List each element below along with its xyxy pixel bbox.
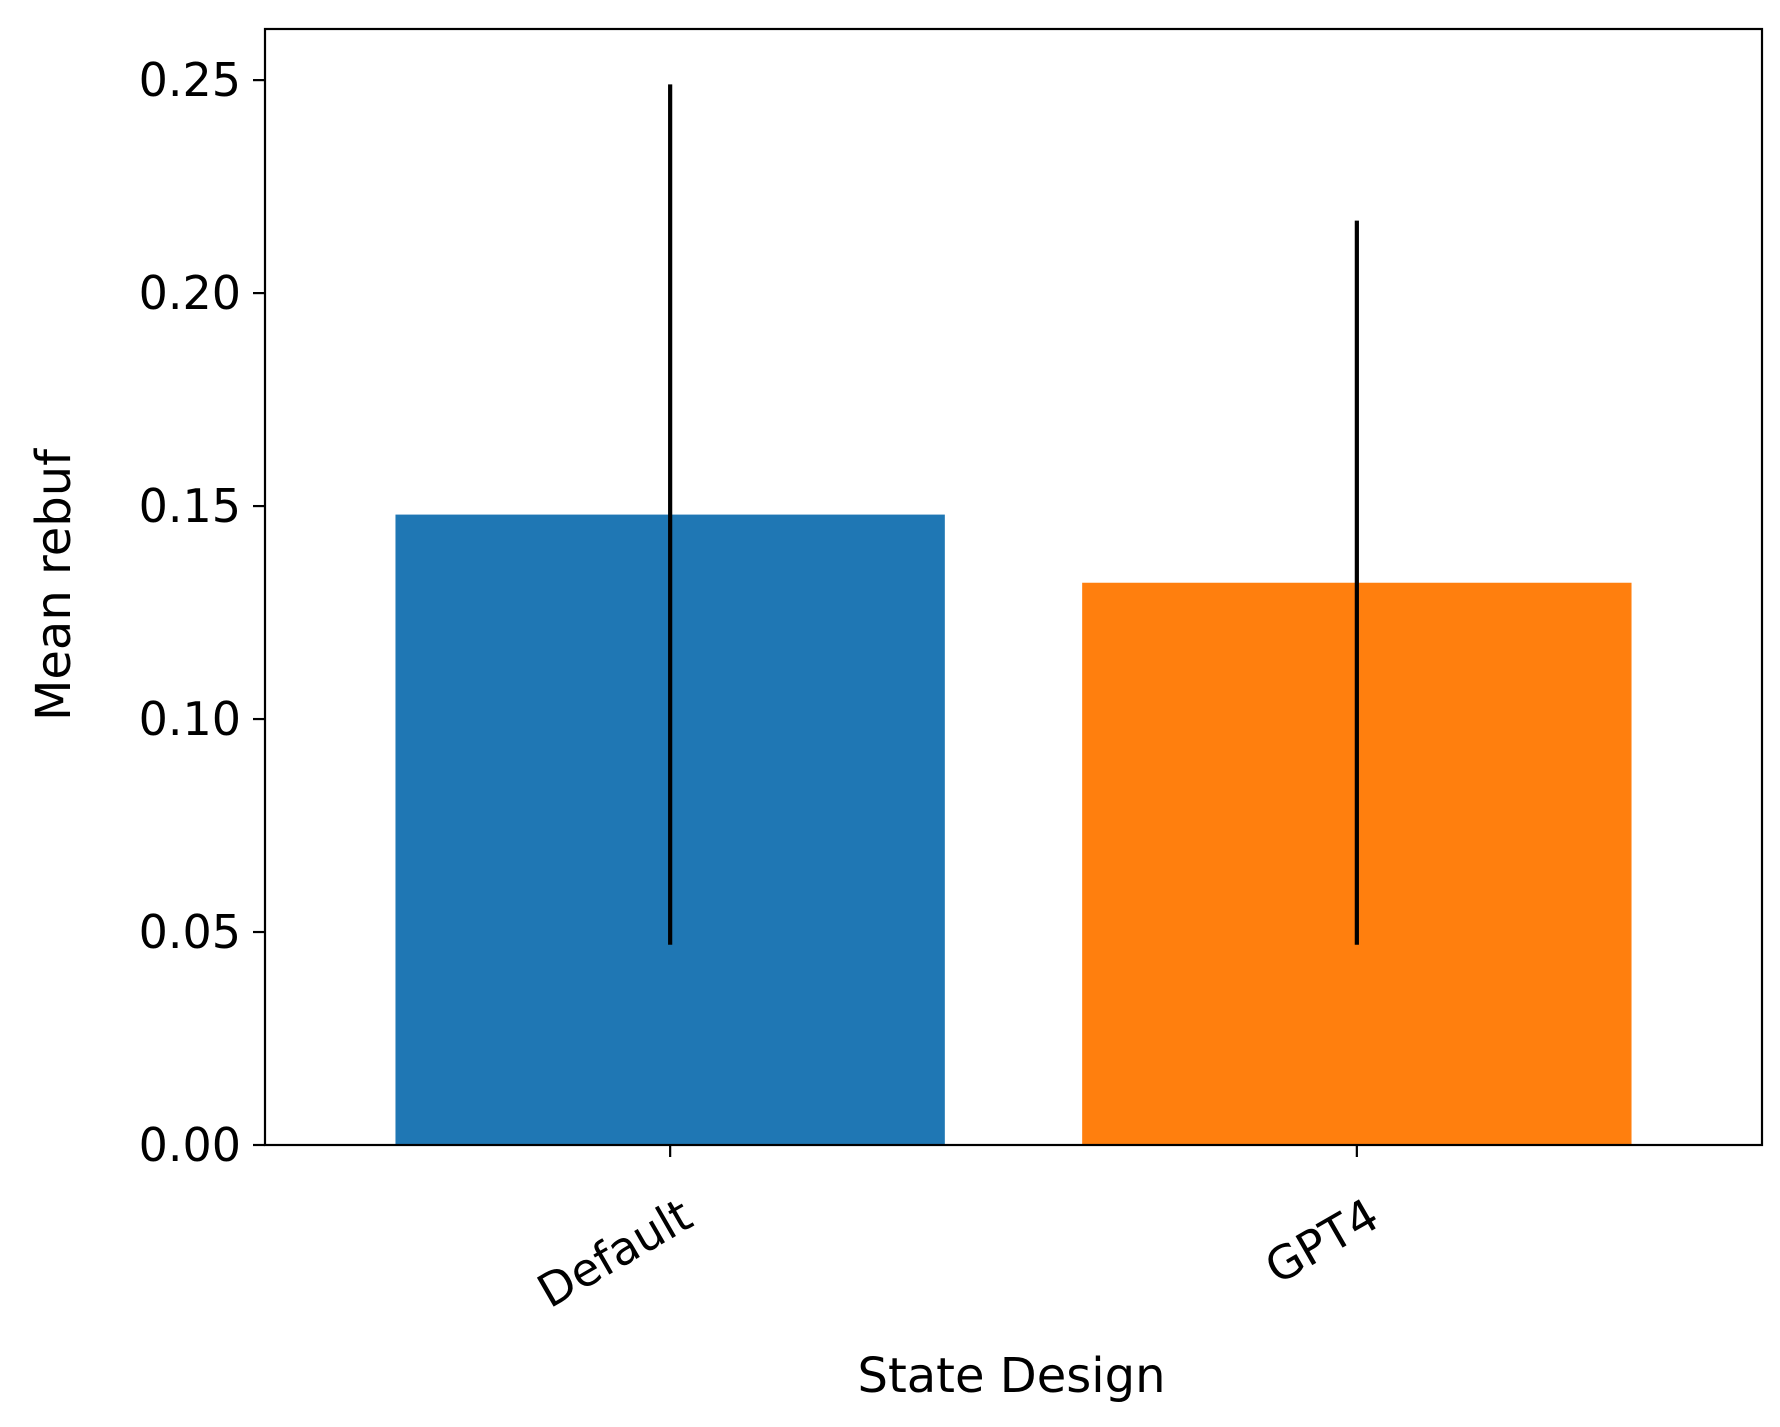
y-tick-label: 0.10 — [139, 692, 241, 746]
y-tick-label: 0.25 — [139, 53, 241, 107]
x-axis-label: State Design — [857, 1348, 1165, 1404]
y-tick-label: 0.05 — [139, 905, 241, 959]
y-axis-label: Mean rebuf — [26, 448, 82, 721]
y-tick-label: 0.00 — [139, 1118, 241, 1172]
plot-area-frame — [263, 27, 1764, 1147]
y-tick-label: 0.20 — [139, 266, 241, 320]
error-bars-layer — [668, 84, 1359, 945]
y-tick-label: 0.15 — [139, 479, 241, 533]
y-axis: 0.00 0.05 0.10 0.15 0.20 0.25 — [139, 53, 265, 1172]
